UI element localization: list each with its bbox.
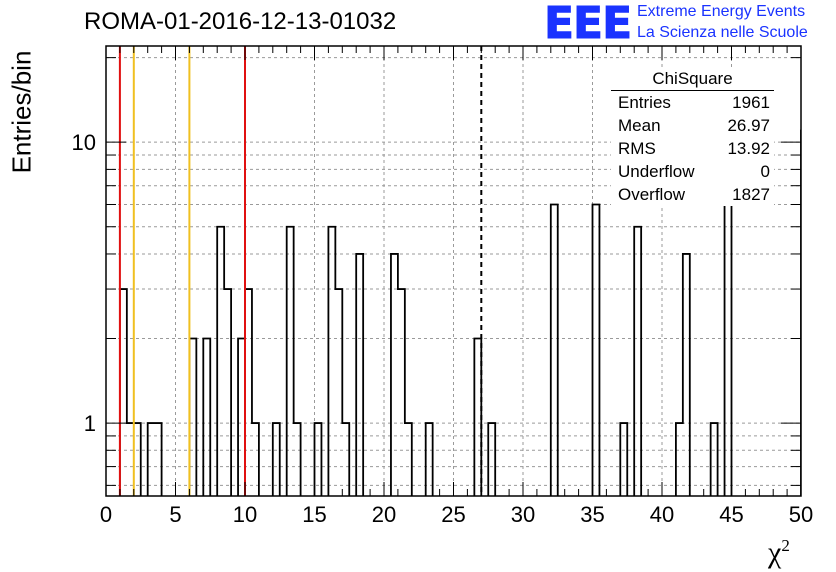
histogram-bin bbox=[398, 289, 405, 496]
histogram-bin bbox=[356, 254, 363, 496]
histogram-bin bbox=[676, 423, 683, 496]
x-tick-label: 40 bbox=[650, 502, 674, 527]
histogram-bin bbox=[189, 339, 196, 496]
y-tick-label: 10 bbox=[72, 130, 96, 155]
x-tick-label: 25 bbox=[441, 502, 465, 527]
stats-box: ChiSquare Entries 1961 Mean 26.97 RMS 13.92… bbox=[611, 67, 774, 206]
eee-logo: EEE bbox=[543, 0, 632, 49]
histogram-bin bbox=[148, 423, 155, 496]
x-axis-label-superscript: 2 bbox=[781, 536, 790, 555]
x-tick-label: 45 bbox=[719, 502, 743, 527]
stats-key: Mean bbox=[618, 116, 661, 135]
histogram-bin bbox=[238, 339, 245, 496]
logo-text-line2: La Scienza nelle Scuole bbox=[637, 24, 808, 41]
histogram-bin bbox=[593, 204, 600, 496]
histogram-bin bbox=[155, 423, 162, 496]
histogram-bin bbox=[294, 423, 301, 496]
histogram-series bbox=[106, 129, 801, 496]
histogram-bin bbox=[488, 423, 495, 496]
histogram-bin bbox=[801, 131, 808, 496]
histogram-bin bbox=[725, 186, 732, 496]
x-tick-label: 35 bbox=[580, 502, 604, 527]
histogram-bin bbox=[391, 254, 398, 496]
stats-key: Entries bbox=[618, 93, 671, 112]
stats-key: Underflow bbox=[618, 162, 695, 181]
histogram-bin bbox=[808, 339, 815, 496]
stats-value: 13.92 bbox=[727, 139, 770, 158]
y-axis-label: Entries/bin bbox=[6, 50, 37, 174]
stats-value: 26.97 bbox=[727, 116, 770, 135]
histogram-bin bbox=[335, 289, 342, 496]
histogram-bin bbox=[120, 289, 127, 496]
y-tick-label: 1 bbox=[84, 411, 96, 436]
stats-row-entries: Entries 1961 bbox=[611, 91, 774, 114]
histogram-bin bbox=[474, 339, 481, 496]
stats-row-underflow: Underflow 0 bbox=[611, 160, 774, 183]
stats-row-rms: RMS 13.92 bbox=[611, 137, 774, 160]
histogram-bin bbox=[683, 254, 690, 496]
histogram-bin bbox=[634, 227, 641, 496]
histogram-bin bbox=[711, 423, 718, 496]
histogram-bin bbox=[620, 423, 627, 496]
x-tick-label: 50 bbox=[789, 502, 813, 527]
histogram-bin bbox=[328, 227, 335, 496]
stats-key: Overflow bbox=[618, 185, 686, 204]
histogram-bin bbox=[252, 423, 259, 496]
histogram-bin bbox=[822, 131, 829, 496]
stats-key: RMS bbox=[618, 139, 656, 158]
x-tick-label: 10 bbox=[233, 502, 257, 527]
histogram-bin bbox=[405, 423, 412, 496]
stats-row-mean: Mean 26.97 bbox=[611, 114, 774, 137]
histogram-bin bbox=[203, 339, 210, 496]
histogram-bin bbox=[815, 423, 822, 496]
logo-text-line1: Extreme Energy Events bbox=[637, 3, 806, 20]
histogram-bin bbox=[224, 289, 231, 496]
x-tick-label: 0 bbox=[100, 502, 112, 527]
histogram-bin bbox=[342, 423, 349, 496]
x-tick-label: 15 bbox=[302, 502, 326, 527]
histogram-bin bbox=[273, 423, 280, 496]
histogram-bin bbox=[127, 423, 134, 496]
histogram-bin bbox=[426, 423, 433, 496]
stats-value: 1827 bbox=[732, 185, 770, 204]
histogram-bin bbox=[287, 227, 294, 496]
x-tick-label: 20 bbox=[372, 502, 396, 527]
stats-value: 0 bbox=[760, 162, 770, 181]
histogram-bin bbox=[315, 423, 322, 496]
x-tick-label: 5 bbox=[169, 502, 181, 527]
chart-title: ROMA-01-2016-12-13-01032 bbox=[84, 8, 397, 35]
stats-value: 1961 bbox=[732, 93, 770, 112]
histogram-bin bbox=[551, 204, 558, 496]
histogram-bin bbox=[217, 227, 224, 496]
x-axis-label-main: χ bbox=[768, 536, 782, 569]
x-tick-label: 30 bbox=[511, 502, 535, 527]
stats-title: ChiSquare bbox=[611, 67, 774, 91]
histogram-bin bbox=[245, 289, 252, 496]
histogram-bin bbox=[134, 423, 141, 496]
stats-row-overflow: Overflow 1827 bbox=[611, 183, 774, 206]
x-axis-label: χ2 bbox=[768, 536, 790, 570]
